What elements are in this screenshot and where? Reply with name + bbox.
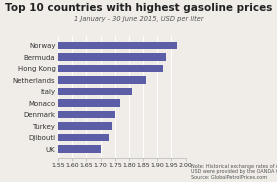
Bar: [58, 65, 163, 72]
Bar: [58, 111, 115, 118]
Bar: [58, 88, 132, 95]
Bar: [58, 76, 146, 84]
Bar: [58, 99, 120, 107]
Text: Top 10 countries with highest gasoline prices: Top 10 countries with highest gasoline p…: [5, 3, 272, 13]
Bar: [58, 42, 177, 49]
Text: 1 January - 30 June 2015, USD per liter: 1 January - 30 June 2015, USD per liter: [74, 15, 203, 22]
Bar: [58, 134, 109, 141]
Bar: [58, 54, 166, 61]
Bar: [58, 122, 112, 130]
Bar: [58, 145, 101, 153]
Text: Note: Historical exchange rates of national currencies to
USD were provided by t: Note: Historical exchange rates of natio…: [191, 164, 277, 180]
